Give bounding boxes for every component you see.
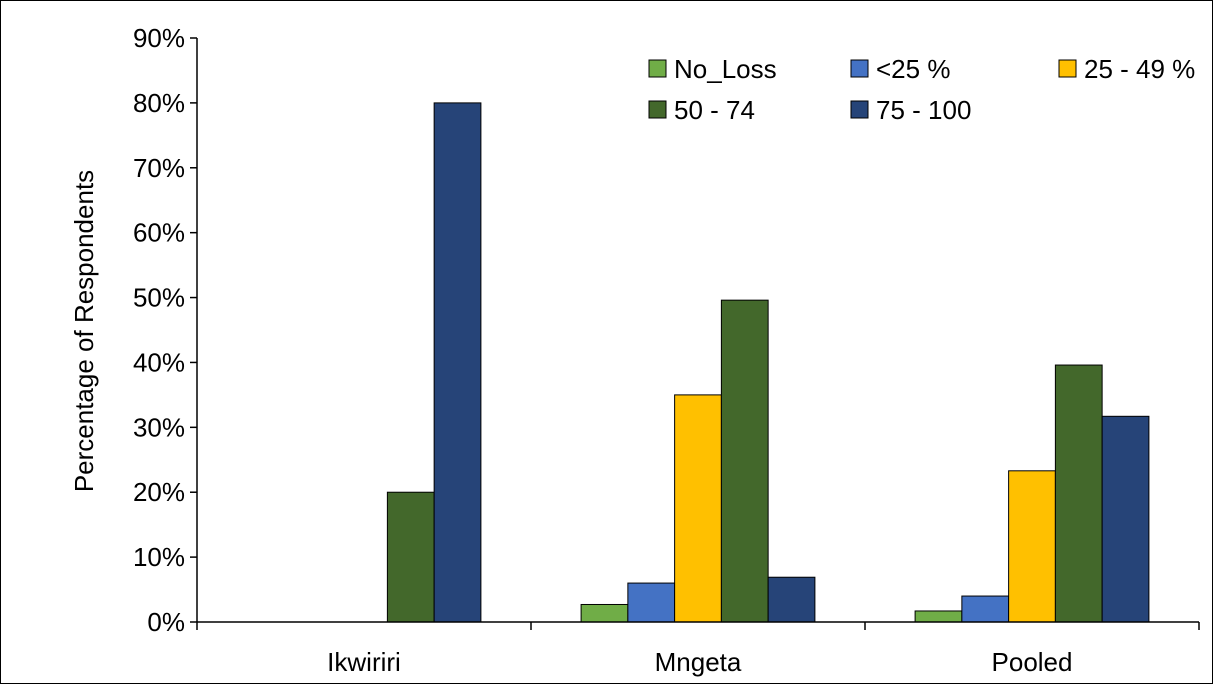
category-label: Ikwiriri xyxy=(327,647,401,677)
bar xyxy=(674,394,722,623)
y-tick-label: 80% xyxy=(133,88,185,118)
bar xyxy=(767,576,816,623)
y-tick-label: 90% xyxy=(133,23,185,53)
bar xyxy=(1008,470,1056,623)
legend-swatch xyxy=(648,100,667,119)
legend-label: No_Loss xyxy=(674,54,777,84)
y-tick-label: 20% xyxy=(133,477,185,507)
y-axis-title: Percentage of Respondents xyxy=(69,170,99,492)
legend-swatch xyxy=(850,59,869,78)
legend: No_Loss <25 % 25 - 49 % 50 - 74 75 - 100 xyxy=(648,54,1195,125)
y-tick-label: 10% xyxy=(133,542,185,572)
category-label: Mngeta xyxy=(655,647,742,677)
bar xyxy=(961,595,1010,623)
legend-swatch xyxy=(1058,59,1077,78)
y-tick-label: 50% xyxy=(133,283,185,313)
y-tick-label: 0% xyxy=(147,607,185,637)
legend-label: <25 % xyxy=(876,54,950,84)
bar xyxy=(720,299,769,623)
bar xyxy=(433,102,482,623)
y-axis-ticks: 0% 10% 20% 30% 40% 50% 60% 70% 80% 90% xyxy=(133,23,197,637)
legend-swatch xyxy=(850,100,869,119)
bar xyxy=(1101,415,1150,623)
legend-label: 50 - 74 xyxy=(674,95,755,125)
bar xyxy=(627,582,676,623)
bar xyxy=(580,603,629,623)
x-axis-ticks xyxy=(196,622,1200,630)
bars xyxy=(386,102,1150,623)
category-label: Pooled xyxy=(992,647,1073,677)
bar xyxy=(1054,364,1103,623)
y-tick-label: 60% xyxy=(133,218,185,248)
legend-label: 75 - 100 xyxy=(876,95,971,125)
legend-label: 25 - 49 % xyxy=(1084,54,1195,84)
bar xyxy=(386,491,435,623)
y-tick-label: 70% xyxy=(133,153,185,183)
bar xyxy=(914,610,963,623)
legend-swatch xyxy=(648,59,667,78)
y-tick-label: 40% xyxy=(133,347,185,377)
y-tick-label: 30% xyxy=(133,412,185,442)
category-labels: Ikwiriri Mngeta Pooled xyxy=(327,647,1072,677)
